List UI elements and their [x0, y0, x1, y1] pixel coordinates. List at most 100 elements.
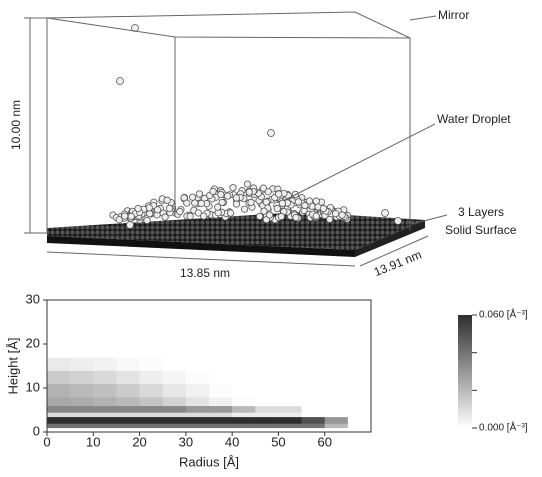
heat-cell — [232, 412, 256, 418]
water-molecule — [127, 212, 135, 221]
heat-cell — [47, 405, 71, 413]
density-plot: 0 10 20 30 40 50 60 0 10 20 30 Radius [Å] Height [Å]… — [5, 291, 527, 469]
water-molecule — [319, 204, 328, 213]
water-molecule — [394, 217, 402, 225]
heat-cell — [162, 383, 187, 398]
heat-cell — [116, 300, 141, 358]
water-molecule — [259, 184, 268, 192]
leader — [284, 123, 436, 201]
water-molecule — [247, 198, 255, 207]
heat-cell — [278, 405, 303, 413]
water-molecule — [267, 129, 275, 137]
water-molecule — [381, 209, 389, 217]
surface-front — [47, 236, 355, 257]
heat-cell — [162, 423, 187, 429]
heat-cell — [47, 357, 71, 371]
heat-cell — [232, 416, 256, 424]
heat-cell — [185, 300, 210, 358]
heat-cell — [162, 357, 187, 371]
heat-cell — [255, 405, 279, 413]
water-molecule — [312, 197, 320, 205]
heat-cell — [185, 423, 210, 429]
water-molecule — [165, 204, 174, 212]
heat-cell — [70, 357, 94, 371]
heat-cell — [185, 412, 210, 418]
heat-cell — [347, 396, 372, 407]
heat-cell — [278, 416, 303, 424]
heat-cell — [347, 412, 372, 418]
heat-cell — [162, 396, 187, 407]
heat-cell — [139, 357, 164, 371]
water-molecule — [180, 194, 188, 202]
heat-cell — [347, 423, 372, 429]
heat-cell — [324, 370, 349, 385]
heat-cell — [70, 370, 94, 385]
heat-cell — [93, 370, 117, 385]
heat-cell — [70, 416, 94, 424]
surface-label: Solid Surface — [445, 223, 517, 237]
water-molecule — [217, 190, 225, 199]
heat-cell — [116, 427, 141, 433]
water-molecule — [338, 211, 346, 219]
x-tick-label: 50 — [271, 434, 285, 449]
heat-cell — [116, 405, 141, 413]
heat-cell — [324, 416, 349, 424]
heat-cell — [139, 396, 164, 407]
heat-cell — [47, 383, 71, 398]
water-molecule — [262, 198, 270, 206]
heat-cell — [70, 396, 94, 407]
heat-cell — [347, 357, 372, 371]
water-molecule — [260, 207, 268, 215]
heat-cell — [185, 427, 210, 433]
heat-cell — [139, 412, 164, 418]
water-molecule — [163, 196, 171, 204]
water-molecule — [240, 205, 249, 213]
dim-arrow — [359, 235, 429, 267]
heat-cell — [162, 412, 187, 418]
water-molecule — [188, 193, 197, 201]
heat-cell — [232, 300, 256, 358]
droplet-label: Water Droplet — [437, 112, 511, 126]
heat-cell — [278, 423, 303, 429]
water-molecule — [326, 215, 334, 223]
height-label: 10.00 nm — [9, 100, 23, 150]
heat-cell — [209, 423, 233, 429]
heat-cell — [70, 300, 94, 358]
heat-cell — [232, 357, 256, 371]
water-molecule — [275, 190, 283, 198]
simulation-box: 10.00 nm 13.85 nm 13.91 nm Mirror Water … — [9, 8, 517, 280]
heat-cell — [116, 357, 141, 371]
heat-cell — [209, 412, 233, 418]
water-molecule — [229, 184, 237, 192]
heat-cell — [209, 300, 233, 358]
water-molecule — [186, 212, 194, 220]
surface-side — [355, 220, 425, 257]
heat-cell — [255, 357, 279, 371]
heat-cell — [116, 423, 141, 429]
y-tick-label: 20 — [26, 335, 40, 350]
heat-cell — [93, 383, 117, 398]
heat-cell — [185, 396, 210, 407]
heat-cell — [232, 405, 256, 413]
heat-cell — [301, 396, 326, 407]
water-molecule — [154, 206, 162, 214]
heat-cell — [185, 383, 210, 398]
heat-cell — [232, 396, 256, 407]
colorbar-label: 0.060 [Å⁻³] — [479, 308, 528, 321]
heat-cell — [70, 423, 94, 429]
water-molecule — [243, 180, 252, 188]
heat-cell — [209, 405, 233, 413]
water-molecule — [277, 213, 285, 221]
heat-cell — [324, 357, 349, 371]
heat-cell — [209, 370, 233, 385]
x-tick-label: 60 — [317, 434, 331, 449]
heat-cell — [347, 383, 372, 398]
water-molecule — [200, 212, 208, 220]
colorbar — [458, 315, 472, 428]
heat-cell — [278, 396, 303, 407]
water-molecule — [115, 216, 123, 224]
box-edges — [46, 11, 411, 233]
heat-cell — [209, 357, 233, 371]
heat-cell — [70, 383, 94, 398]
heat-cell — [162, 405, 187, 413]
